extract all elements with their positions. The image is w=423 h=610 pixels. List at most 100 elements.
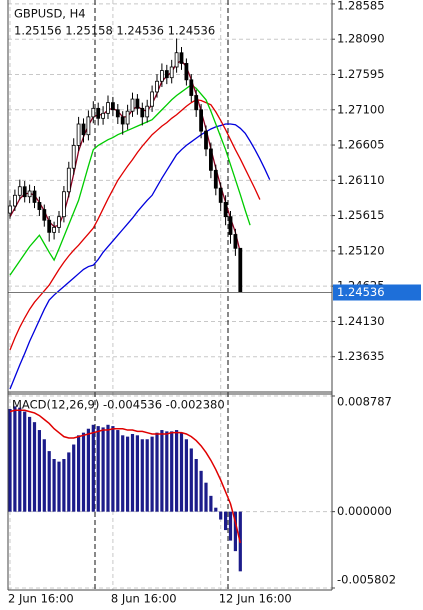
candle-body (120, 116, 125, 125)
y-tick-label: 1.26110 (337, 173, 385, 187)
histogram-bar (37, 430, 41, 512)
histogram-bar (62, 458, 66, 512)
histogram-bar (199, 470, 203, 512)
histogram-bar (8, 408, 12, 512)
histogram-bar (106, 424, 110, 512)
candle-body (17, 186, 22, 196)
candle-body (106, 102, 110, 114)
histogram-bar (130, 433, 135, 512)
moving-average-line (9, 99, 261, 351)
candle-body (189, 79, 194, 96)
histogram-bar (135, 435, 139, 512)
histogram-bar (179, 432, 184, 512)
histogram-bar (175, 430, 179, 512)
candle-body (174, 52, 179, 68)
candle-body (81, 123, 86, 136)
histogram-bar (32, 422, 37, 512)
histogram-bar (204, 482, 208, 512)
candle-body (115, 109, 120, 118)
histogram-bar (219, 511, 223, 520)
candle-body (32, 190, 37, 203)
y-tick-label: 1.27595 (337, 67, 385, 81)
candle-body (218, 187, 223, 203)
candle-body (57, 216, 61, 228)
histogram-bar (13, 406, 17, 512)
histogram-bar (28, 416, 32, 512)
candle-body (62, 191, 66, 218)
candle-body (238, 247, 243, 293)
histogram-bar (23, 411, 27, 512)
moving-average-line (9, 123, 271, 390)
candle-body (150, 91, 155, 107)
y-tick-label: 0.008787 (337, 395, 392, 409)
histogram-bar (18, 407, 22, 512)
histogram-bar (96, 426, 100, 512)
histogram-bar (81, 432, 86, 512)
histogram-bar (184, 439, 188, 512)
histogram-bar (116, 430, 120, 512)
candle-body (169, 66, 174, 79)
candle-body (111, 102, 115, 111)
histogram-bar (52, 458, 56, 512)
histogram-bar (140, 439, 144, 512)
y-tick-label: -0.005802 (337, 573, 396, 587)
histogram-bar (150, 436, 154, 512)
label-layer: GBPUSD, H4 1.25156 1.25158 1.24536 1.245… (8, 0, 421, 606)
candle-body (76, 123, 81, 146)
candle-body (213, 169, 218, 189)
y-tick-label: 1.26605 (337, 138, 385, 152)
candle-body (208, 148, 213, 171)
signal-line (9, 409, 242, 544)
candle-body (47, 219, 52, 233)
histogram-bar (214, 507, 218, 512)
candle-body (96, 107, 101, 119)
candle-body (155, 80, 159, 93)
candle-body (52, 226, 56, 233)
histogram-bar (57, 461, 61, 512)
histogram-bar (126, 436, 130, 512)
x-tick-label: 2 Jun 16:00 (8, 592, 74, 606)
y-tick-label: 1.23635 (337, 349, 385, 363)
candle-body (125, 110, 130, 125)
y-tick-label: 1.28090 (337, 32, 385, 46)
candle-body (223, 202, 228, 218)
candle-body (66, 167, 71, 193)
y-tick-label: 1.24130 (337, 314, 385, 328)
candle-body (233, 234, 238, 249)
histogram-bar (233, 511, 237, 552)
histogram-bar (194, 458, 198, 512)
histogram-bar (145, 439, 149, 512)
histogram-bar (228, 511, 233, 541)
candle-body (204, 130, 208, 150)
histogram-bar (86, 428, 90, 512)
last-price-label: 1.24536 (337, 285, 385, 299)
y-tick-label: 0.000000 (337, 504, 392, 518)
ohlc-readout: 1.25156 1.25158 1.24536 1.24536 (14, 24, 215, 38)
candle-body (159, 70, 164, 82)
histogram-bar (155, 432, 159, 512)
histogram-bar (101, 427, 105, 512)
candle-body (37, 202, 42, 210)
candle-body (91, 107, 96, 118)
histogram-bar (72, 444, 76, 512)
y-tick-label: 1.25615 (337, 208, 385, 222)
histogram-bar (67, 452, 71, 512)
last-price-box (333, 284, 421, 301)
y-tick-label: 1.27100 (337, 102, 385, 116)
histogram-bar (189, 448, 193, 512)
candle-body (101, 112, 105, 119)
histogram-bar (42, 439, 46, 512)
candle-body (27, 190, 32, 198)
candle-body (8, 205, 12, 214)
histogram-bar (111, 426, 115, 512)
candle-body (164, 70, 169, 79)
histogram-bar (224, 511, 228, 531)
candle-body (130, 98, 135, 112)
moving-average-line (9, 84, 251, 276)
candle-body (12, 194, 17, 207)
x-tick-label: 8 Jun 16:00 (111, 592, 177, 606)
candle-body (194, 95, 199, 111)
candle-body (86, 116, 91, 136)
candle-body (22, 186, 27, 198)
